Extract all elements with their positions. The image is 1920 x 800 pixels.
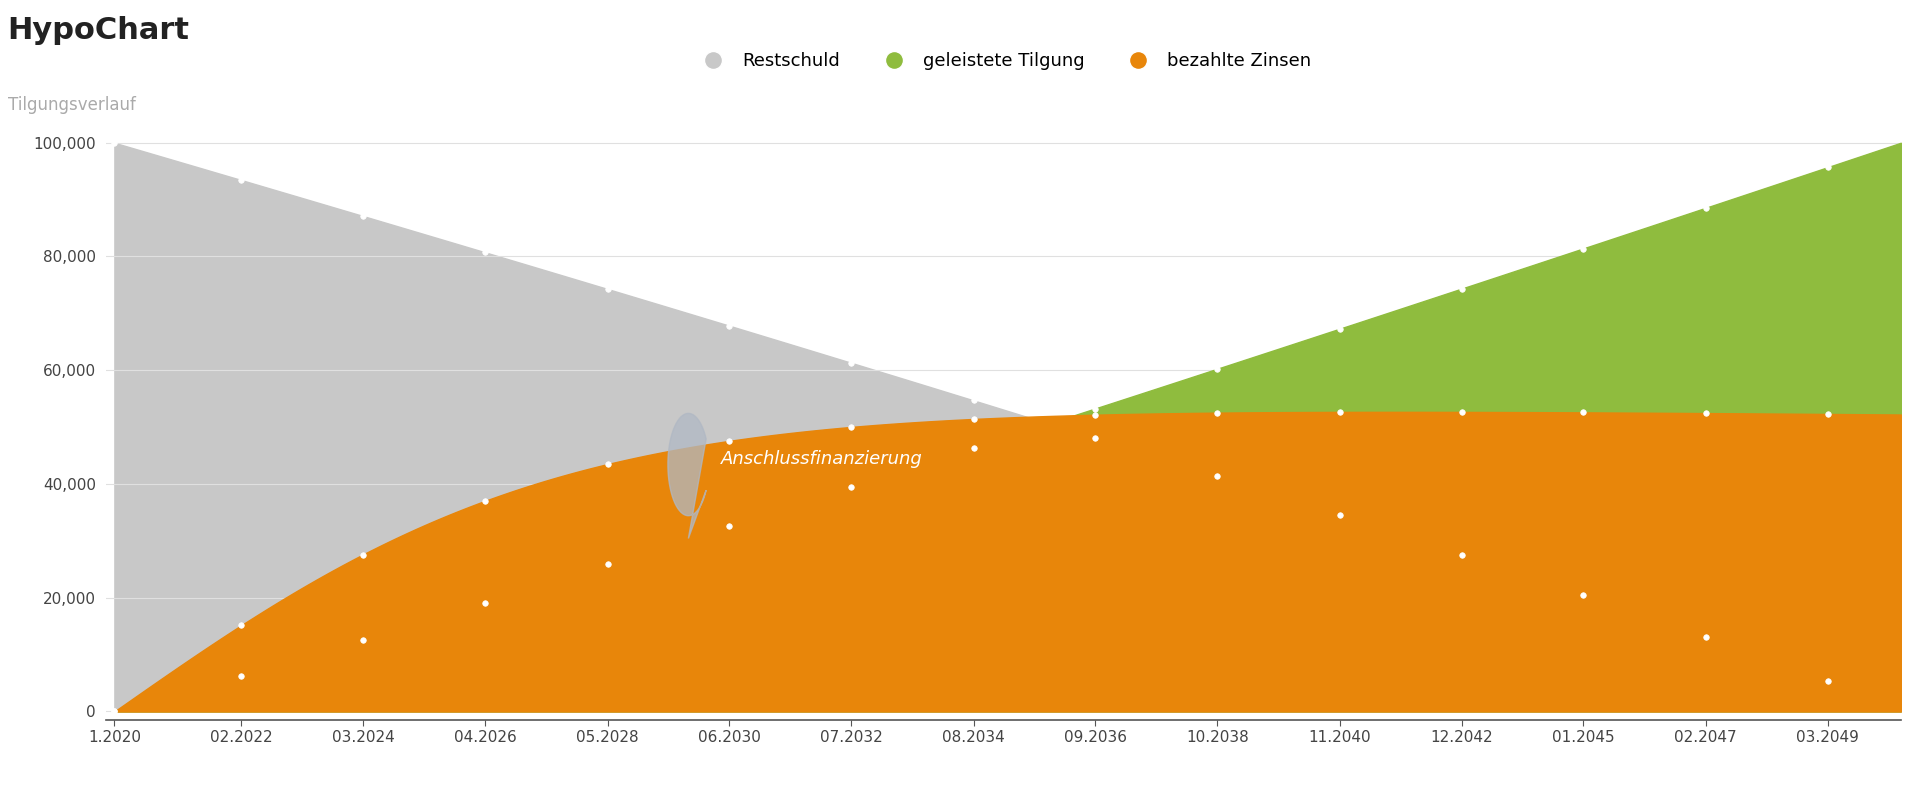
Legend: Restschuld, geleistete Tilgung, bezahlte Zinsen: Restschuld, geleistete Tilgung, bezahlte…	[687, 45, 1319, 78]
Text: Tilgungsverlauf: Tilgungsverlauf	[8, 96, 136, 114]
Text: Anschlussfinanzierung: Anschlussfinanzierung	[720, 450, 922, 468]
Text: HypoChart: HypoChart	[8, 16, 190, 45]
Polygon shape	[668, 414, 707, 538]
